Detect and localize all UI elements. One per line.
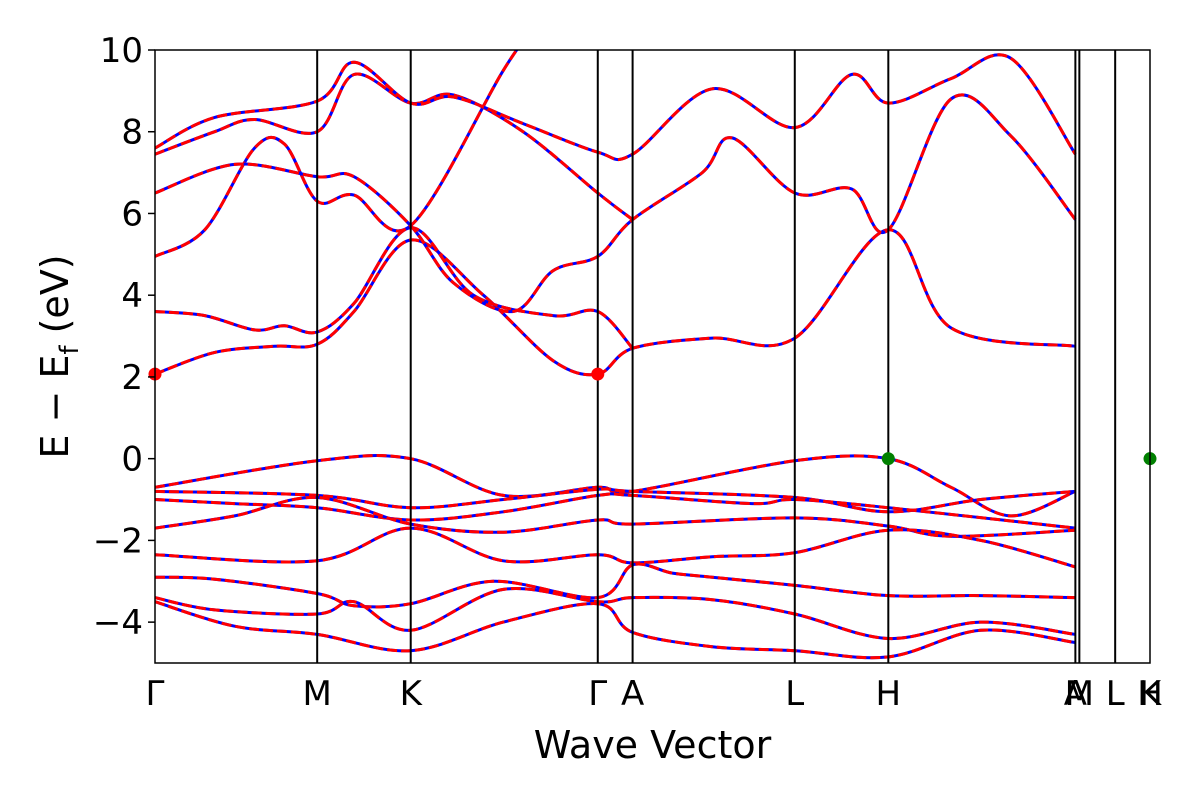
high-symmetry-lines (316, 50, 1117, 663)
y-tick-label-1: 8 (121, 113, 143, 153)
x-tick-label-3: Γ (588, 674, 607, 714)
x-tick-label-4: A (621, 674, 644, 714)
band-0-spin-up (155, 228, 1076, 377)
x-axis-label: Wave Vector (534, 723, 772, 767)
band-1-spin-up (155, 226, 634, 350)
cbm-marker-1 (591, 367, 605, 381)
y-tick-label-6: −2 (93, 521, 143, 561)
band-8-spin-down (155, 492, 1076, 530)
plot-frame (154, 49, 1151, 664)
x-axis-ticks: Γ M K Γ A L H AM L KH (146, 674, 1163, 714)
band-4-spin-down (155, 72, 634, 221)
band-0-spin-down (155, 228, 1076, 377)
x-tick-label-0: Γ (146, 674, 165, 714)
bands-layer (155, 50, 1077, 660)
band-1-spin-down (155, 226, 634, 350)
x-tick-label-5: L (785, 674, 804, 714)
band-3-spin-up (155, 93, 1077, 314)
y-axis-label-sub: f (55, 345, 85, 355)
x-tick-label-1: M (303, 674, 332, 714)
y-axis-ticks: 10 8 6 4 2 0 −2 −4 (93, 31, 155, 643)
y-axis-label: E − Ef (eV) (33, 254, 85, 458)
y-tick-label-5: 0 (121, 440, 143, 480)
x-tick-label-2: K (400, 674, 424, 714)
band-3-spin-down (155, 93, 1077, 314)
x-tick-label-9: L (1106, 674, 1125, 714)
band-9-spin-up (155, 495, 1076, 538)
band-9-spin-down (155, 495, 1076, 538)
band-10-spin-down (155, 526, 1076, 569)
x-tick-label-8: M (1065, 674, 1094, 714)
y-axis-label-unit: (eV) (33, 254, 77, 345)
band-edge-markers (148, 367, 1157, 466)
x-tick-label-7: A (1064, 674, 1087, 714)
band-13-spin-down (155, 600, 1076, 660)
band-7-spin-down (155, 487, 1076, 514)
y-tick-label-4: 2 (121, 358, 143, 398)
band-2-spin-down (155, 50, 519, 258)
y-tick-label-7: −4 (93, 603, 143, 643)
x-tick-label-6: H (876, 674, 902, 714)
vbm-marker-2 (881, 452, 895, 466)
y-tick-label-2: 6 (121, 194, 143, 234)
y-tick-label-3: 4 (121, 276, 143, 316)
y-tick-label-0: 10 (100, 31, 143, 71)
band-2-spin-up (155, 50, 519, 258)
band-5-spin-down (155, 53, 1077, 162)
x-tick-label-11: H (1137, 674, 1163, 714)
x-tick-label-10: K (1139, 674, 1163, 714)
y-axis-label-main: E − E (33, 355, 77, 459)
